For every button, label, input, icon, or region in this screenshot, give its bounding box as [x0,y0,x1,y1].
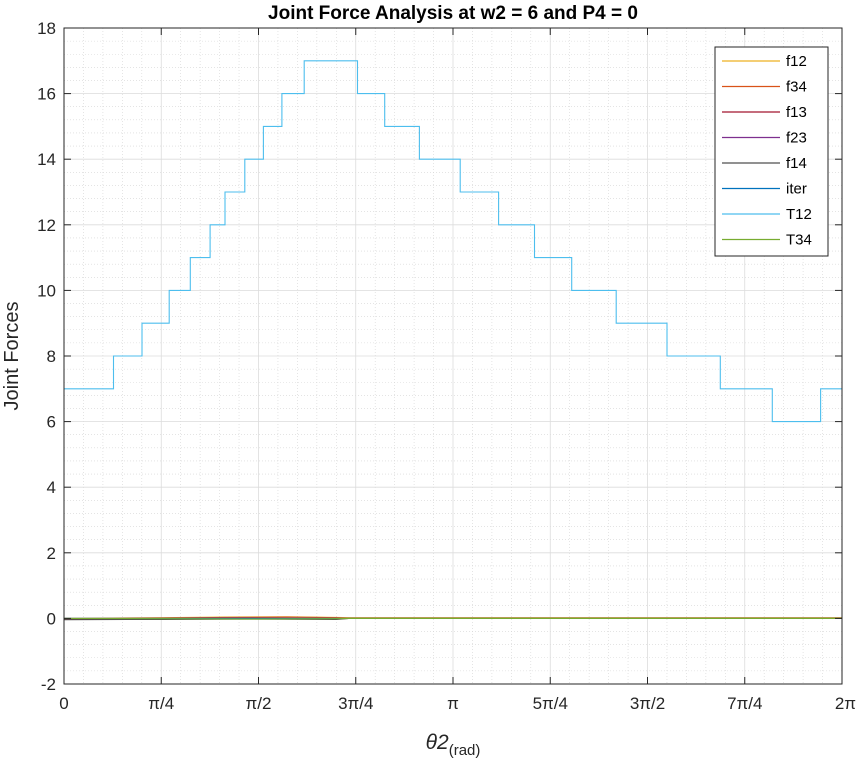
legend-label: T34 [786,232,812,249]
x-tick-label: π [447,694,459,713]
minor-grid [64,28,842,684]
series-layer [63,60,842,621]
x-axis-label-sub: (rad) [449,742,481,759]
x-axis-label: θ2(rad) [426,731,481,759]
legend-item-f12: f12 [722,53,807,70]
y-tick-labels: -2 0 2 4 6 8 10 12 14 16 18 [37,19,56,694]
legend-item-T12: T12 [722,206,812,223]
legend-item-T34: T34 [722,232,812,249]
y-tick-label: 18 [37,19,56,38]
y-tick-label: 4 [47,478,56,497]
y-tick-label: 6 [47,413,56,432]
legend-item-iter: iter [722,181,807,198]
legend: f12 f34 f13 f23 f14 iter T12 T34 [714,46,829,257]
x-axis-label-main: θ2 [426,731,449,754]
legend-label: iter [786,181,807,198]
x-tick-label: 0 [59,694,68,713]
x-tick-label: 3π/4 [338,694,373,713]
x-tick-label: π/2 [246,694,272,713]
y-tick-label: 14 [37,150,56,169]
legend-label: f12 [786,53,807,70]
series-line-T34 [63,617,842,620]
legend-label: f34 [786,79,807,96]
y-tick-label: 0 [47,609,56,628]
legend-box [714,46,829,257]
y-tick-label: 12 [37,216,56,235]
legend-item-f34: f34 [722,79,807,96]
x-tick-label: 5π/4 [533,694,568,713]
legend-item-f13: f13 [722,104,807,121]
legend-item-f23: f23 [722,130,807,147]
y-tick-label: 10 [37,281,56,300]
y-tick-label: 8 [47,347,56,366]
tick-marks [63,27,843,685]
x-tick-label: 2π [835,694,856,713]
legend-label: T12 [786,206,812,223]
y-tick-label: 2 [47,544,56,563]
legend-label: f14 [786,155,807,172]
x-tick-labels: 0 π/4 π/2 3π/4 π 5π/4 3π/2 7π/4 2π [59,694,856,713]
y-tick-label: 16 [37,85,56,104]
x-tick-label: π/4 [148,694,174,713]
legend-label: f23 [786,130,807,147]
x-tick-label: 3π/2 [630,694,665,713]
series-line-T12 [64,60,842,423]
chart-title: Joint Force Analysis at w2 = 6 and P4 = … [268,3,638,24]
y-axis-label: Joint Forces [1,302,23,411]
legend-item-f14: f14 [722,155,807,172]
y-tick-label: -2 [41,675,56,694]
x-tick-label: 7π/4 [727,694,762,713]
legend-label: f13 [786,104,807,121]
